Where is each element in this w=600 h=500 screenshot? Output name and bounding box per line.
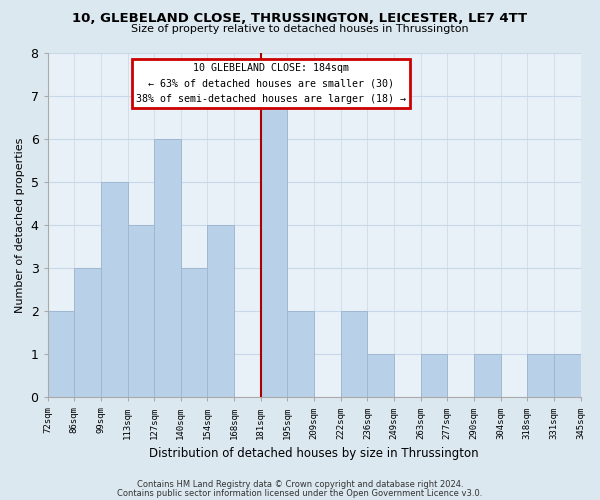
- Bar: [47, 311, 74, 398]
- Text: 10 GLEBELAND CLOSE: 184sqm
← 63% of detached houses are smaller (30)
38% of semi: 10 GLEBELAND CLOSE: 184sqm ← 63% of deta…: [136, 63, 406, 104]
- Bar: [527, 354, 554, 398]
- Bar: [287, 311, 314, 398]
- Bar: [261, 96, 287, 398]
- Text: Contains public sector information licensed under the Open Government Licence v3: Contains public sector information licen…: [118, 488, 482, 498]
- Bar: [341, 311, 367, 398]
- Text: Contains HM Land Registry data © Crown copyright and database right 2024.: Contains HM Land Registry data © Crown c…: [137, 480, 463, 489]
- Y-axis label: Number of detached properties: Number of detached properties: [15, 138, 25, 312]
- Bar: [101, 182, 128, 398]
- Bar: [554, 354, 581, 398]
- Bar: [208, 225, 234, 398]
- Text: Size of property relative to detached houses in Thrussington: Size of property relative to detached ho…: [131, 24, 469, 34]
- Bar: [154, 138, 181, 398]
- Bar: [128, 225, 154, 398]
- Text: 10, GLEBELAND CLOSE, THRUSSINGTON, LEICESTER, LE7 4TT: 10, GLEBELAND CLOSE, THRUSSINGTON, LEICE…: [73, 12, 527, 26]
- Bar: [367, 354, 394, 398]
- Bar: [474, 354, 500, 398]
- X-axis label: Distribution of detached houses by size in Thrussington: Distribution of detached houses by size …: [149, 447, 479, 460]
- Bar: [181, 268, 208, 398]
- Bar: [421, 354, 447, 398]
- Bar: [74, 268, 101, 398]
